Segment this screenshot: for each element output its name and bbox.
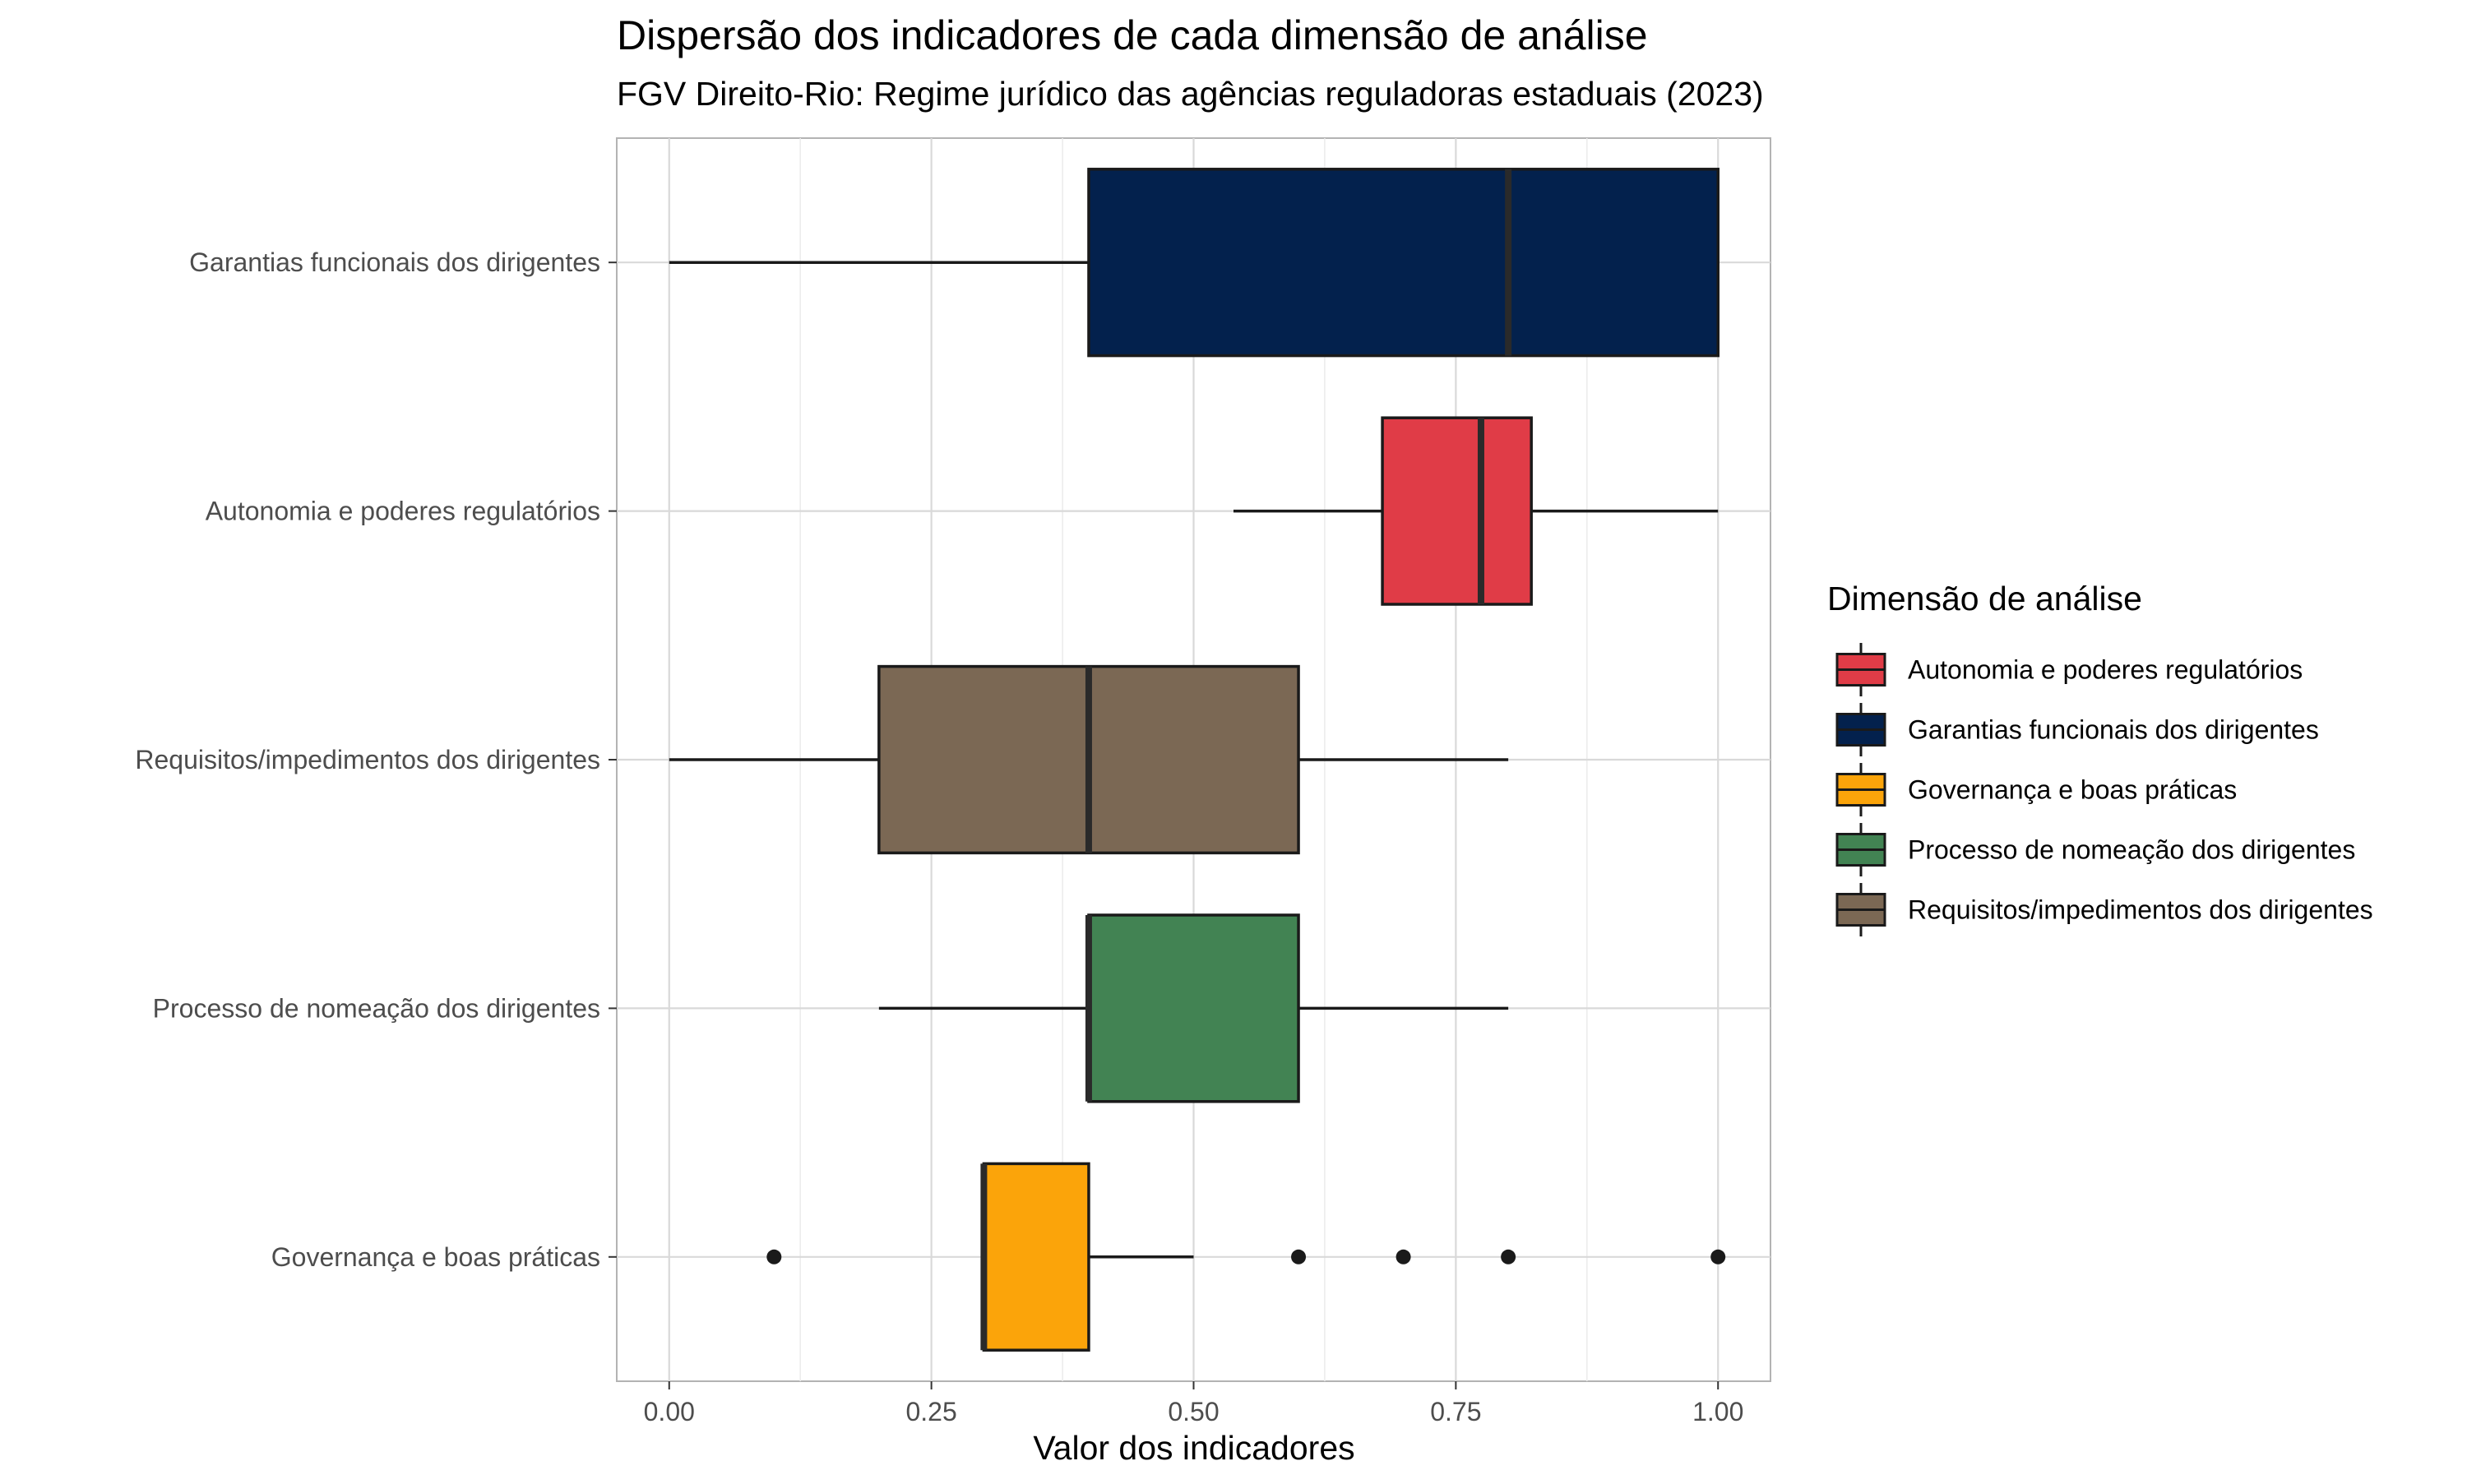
boxplot-3	[878, 913, 1509, 1103]
legend-label: Garantias funcionais dos dirigentes	[1908, 715, 2319, 745]
y-tick-label: Governança e boas práticas	[271, 1242, 600, 1272]
y-tick-label: Autonomia e poderes regulatórios	[206, 497, 600, 526]
legend-title: Dimensão de análise	[1827, 580, 2142, 617]
boxplot-4	[766, 1162, 1726, 1352]
legend-entry: Governança e boas práticas	[1835, 763, 2237, 816]
x-tick-label: 0.00	[644, 1397, 695, 1426]
legend-label: Processo de nomeação dos dirigentes	[1908, 835, 2355, 865]
y-tick-label: Garantias funcionais dos dirigentes	[189, 247, 600, 277]
legend-label: Requisitos/impedimentos dos dirigentes	[1908, 895, 2373, 925]
box-iqr	[1381, 416, 1533, 606]
x-axis-label: Valor dos indicadores	[1033, 1429, 1354, 1467]
outlier-point	[1291, 1249, 1307, 1264]
chart-subtitle: FGV Direito-Rio: Regime jurídico das agê…	[617, 75, 1764, 113]
outlier-point	[1395, 1249, 1411, 1264]
y-tick-label: Requisitos/impedimentos dos dirigentes	[135, 745, 600, 774]
boxplot-0	[669, 168, 1719, 358]
legend: Dimensão de análise Autonomia e poderes r…	[1827, 580, 2373, 936]
legend-label: Governança e boas práticas	[1908, 775, 2237, 805]
box-iqr	[982, 1162, 1090, 1352]
legend-label: Autonomia e poderes regulatórios	[1908, 655, 2303, 685]
x-tick-label: 1.00	[1692, 1397, 1743, 1426]
box-iqr	[1087, 913, 1300, 1103]
boxplot-1	[1233, 416, 1719, 606]
x-tick-label: 0.75	[1430, 1397, 1481, 1426]
legend-entry: Processo de nomeação dos dirigentes	[1835, 823, 2355, 876]
legend-entry: Garantias funcionais dos dirigentes	[1835, 703, 2319, 756]
legend-entry: Requisitos/impedimentos dos dirigentes	[1835, 883, 2373, 936]
outlier-point	[1710, 1249, 1726, 1264]
x-tick-label: 0.25	[905, 1397, 956, 1426]
y-tick-label: Processo de nomeação dos dirigentes	[153, 993, 600, 1023]
legend-entry: Autonomia e poderes regulatórios	[1835, 643, 2303, 696]
outlier-point	[766, 1249, 782, 1264]
box-iqr	[1087, 168, 1719, 358]
plot-area: 0.00 0.25 0.50 0.75 1.00 Garantias funcionais…	[135, 137, 1771, 1426]
x-tick-label: 0.50	[1168, 1397, 1219, 1426]
chart-title: Dispersão dos indicadores de cada dimens…	[617, 12, 1648, 58]
outlier-point	[1501, 1249, 1516, 1264]
boxplot-2	[669, 664, 1509, 855]
